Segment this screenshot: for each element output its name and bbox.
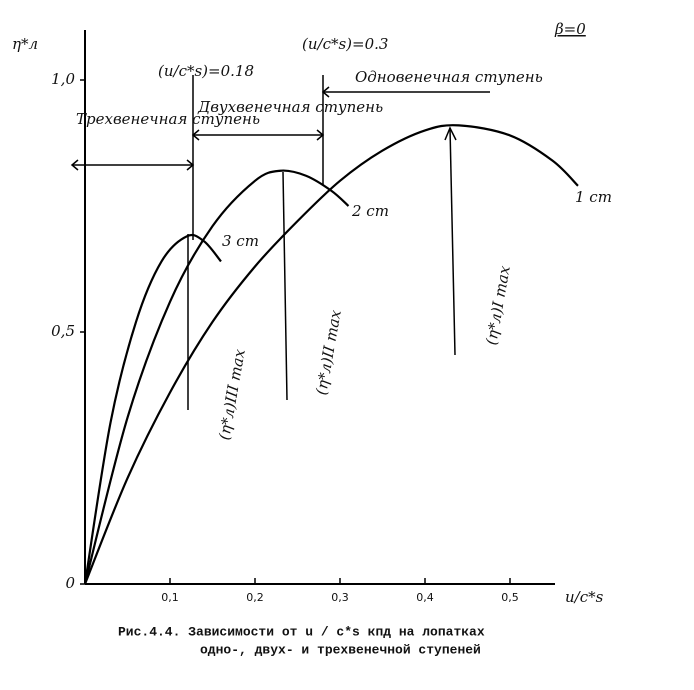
arrowheads bbox=[70, 86, 330, 171]
y-tick-label: 1,0 bbox=[51, 70, 75, 88]
x-axis-label: u/c*s bbox=[565, 588, 604, 606]
caption: Рис.4.4. Зависимости от u / c*s кпд на л… bbox=[118, 624, 485, 639]
arrowhead bbox=[444, 126, 457, 141]
annotation: Трехвенечная ступень bbox=[76, 110, 260, 128]
x-tick-label: 0,5 bbox=[501, 591, 519, 604]
y-tick-label: 0,5 bbox=[51, 322, 75, 340]
annotation: Двухвенечная ступень bbox=[197, 98, 383, 116]
y-tick-label: 0 bbox=[65, 574, 75, 592]
series-label: 3 ст bbox=[222, 232, 259, 250]
annotation: (u/c*s)=0.18 bbox=[158, 62, 254, 80]
max-line bbox=[282, 171, 288, 401]
x-tick-label: 0,1 bbox=[161, 591, 179, 604]
y-axis-label: η*л bbox=[12, 35, 38, 53]
annotation: (u/c*s)=0.3 bbox=[302, 35, 388, 53]
line bbox=[83, 124, 579, 585]
x-tick-label: 0,3 bbox=[331, 591, 349, 604]
annotation: (η*л)III max bbox=[215, 347, 249, 441]
max-line bbox=[449, 127, 456, 356]
caption: одно-, двух- и трехвенечной ступеней bbox=[200, 642, 481, 657]
annotation: (η*л)I max bbox=[482, 264, 514, 347]
x-tick-label: 0,2 bbox=[246, 591, 264, 604]
line bbox=[83, 233, 222, 585]
series-label: 2 ст bbox=[351, 202, 389, 220]
annotation: β=0 bbox=[554, 20, 586, 38]
annotation: (η*л)II max bbox=[312, 308, 345, 396]
annotation: Одновенечная ступень bbox=[355, 68, 543, 86]
line bbox=[83, 169, 350, 585]
series-label: 1 ст bbox=[575, 188, 612, 206]
x-tick-label: 0,4 bbox=[416, 591, 434, 604]
